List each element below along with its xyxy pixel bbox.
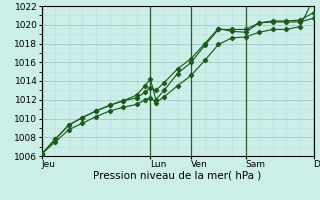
X-axis label: Pression niveau de la mer( hPa ): Pression niveau de la mer( hPa ) (93, 171, 262, 181)
